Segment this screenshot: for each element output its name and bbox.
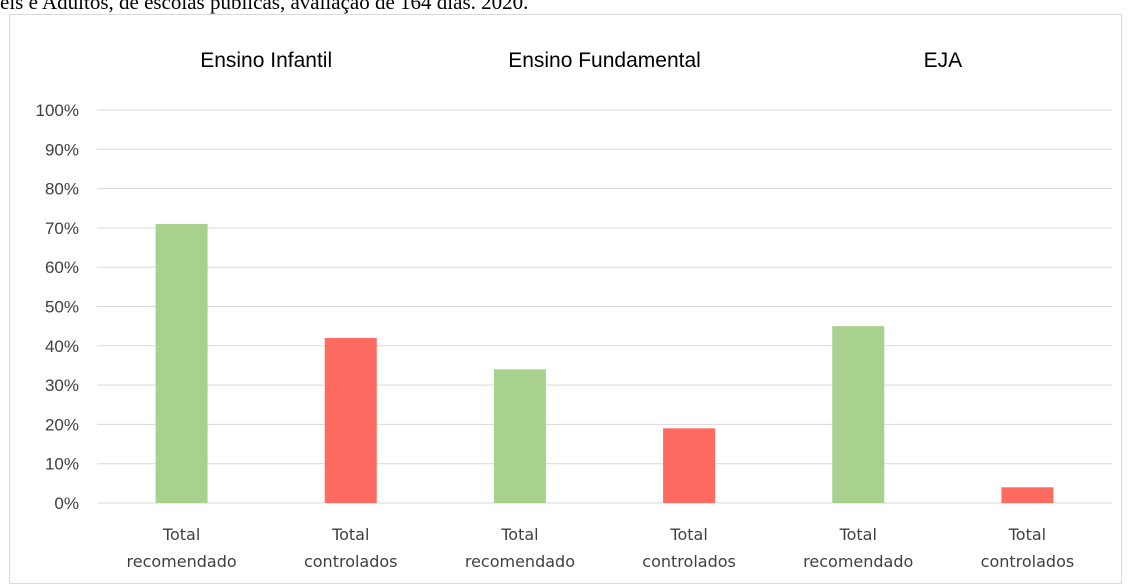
bar [324, 337, 377, 503]
x-category-label: Total [839, 525, 877, 544]
bar [155, 223, 208, 503]
y-tick-label: 20% [45, 415, 79, 434]
y-tick-label: 90% [45, 140, 79, 159]
x-category-label: controlados [642, 552, 736, 571]
y-tick-label: 40% [45, 337, 79, 356]
y-tick-label: 80% [45, 180, 79, 199]
group-title: EJA [924, 49, 963, 72]
y-tick-label: 10% [45, 455, 79, 474]
y-tick-label: 70% [45, 219, 79, 238]
x-category-label: controlados [304, 552, 398, 571]
x-category-label: Total [1008, 525, 1046, 544]
group-title: Ensino Infantil [200, 49, 332, 72]
x-category-label: recomendado [127, 552, 237, 571]
y-tick-label: 30% [45, 376, 79, 395]
x-category-label: Total [162, 525, 200, 544]
x-category-label: Total [669, 525, 707, 544]
x-category-label: controlados [981, 552, 1075, 571]
x-category-label: Total [500, 525, 538, 544]
bar [493, 369, 546, 503]
bar [832, 326, 885, 503]
x-category-label: recomendado [803, 552, 913, 571]
x-category-label: Total [331, 525, 369, 544]
bar [663, 428, 716, 503]
y-tick-label: 50% [45, 298, 79, 317]
figure-caption: eis e Adultos, de escolas públicas, aval… [0, 0, 529, 14]
y-tick-label: 100% [36, 101, 79, 120]
x-category-label: recomendado [465, 552, 575, 571]
chart-frame [9, 14, 1122, 584]
group-title: Ensino Fundamental [508, 49, 701, 72]
y-tick-label: 60% [45, 258, 79, 277]
bar [1001, 487, 1054, 503]
y-tick-label: 0% [54, 494, 79, 513]
